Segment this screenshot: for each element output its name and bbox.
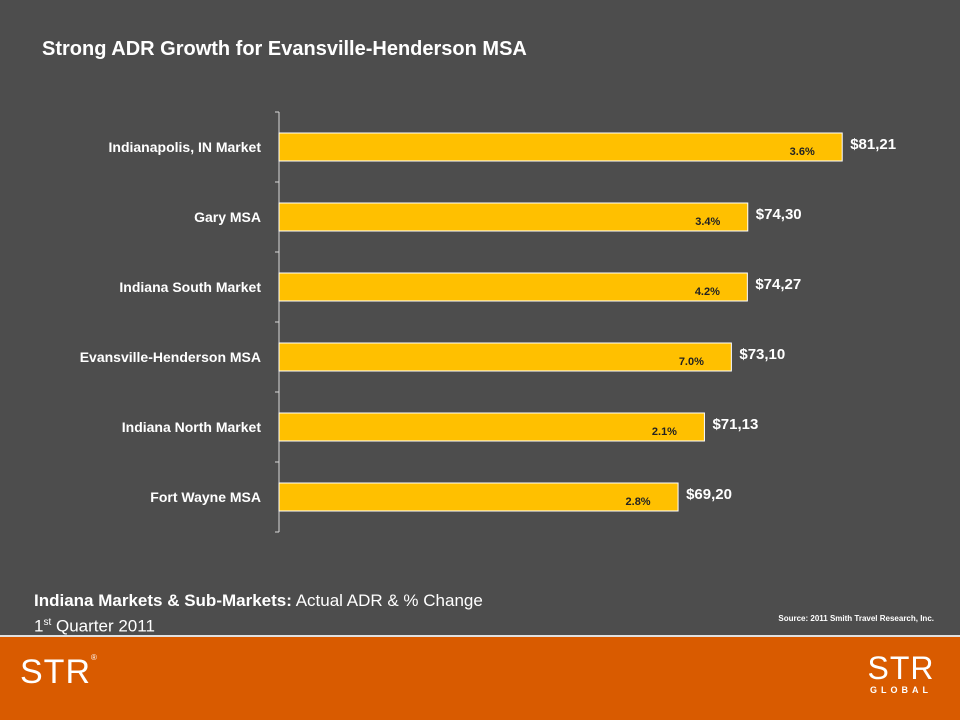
pct-change-label: 3.6% <box>790 146 815 158</box>
subtitle-quarter-num: 1 <box>34 616 44 636</box>
pct-change-label: 2.8% <box>626 496 651 508</box>
subtitle-bold: Indiana Markets & Sub-Markets: <box>34 591 292 610</box>
subtitle-quarter-rest: Quarter 2011 <box>55 616 155 636</box>
str-logo-mark: ® <box>91 653 98 662</box>
pct-change-label: 3.4% <box>695 216 720 228</box>
bar <box>278 342 732 372</box>
bar <box>278 412 705 442</box>
str-logo-text: STR <box>20 653 91 691</box>
pct-change-label: 2.1% <box>652 426 677 438</box>
pct-change-label: 7.0% <box>679 356 704 368</box>
footer-bar: STR® STR GLOBAL <box>0 637 960 720</box>
bar-chart: Indianapolis, IN Market 3.6% $81,21 Gary MS… <box>80 111 896 533</box>
category-label: Gary MSA <box>194 209 261 225</box>
category-label: Evansville-Henderson MSA <box>80 349 261 365</box>
category-label: Indianapolis, IN Market <box>109 139 262 155</box>
str-global-logo: STR GLOBAL <box>866 651 936 695</box>
bar <box>278 132 843 162</box>
value-label: $74,27 <box>755 276 801 293</box>
pct-change-label: 4.2% <box>695 286 720 298</box>
category-label: Fort Wayne MSA <box>150 489 261 505</box>
str-global-logo-top: STR <box>867 650 935 686</box>
value-label: $71,13 <box>712 416 758 433</box>
value-label: $73,10 <box>739 346 785 363</box>
subtitle-quarter-sup: st <box>43 617 52 628</box>
bar <box>278 202 749 232</box>
bar <box>278 272 748 302</box>
str-global-logo-bottom: GLOBAL <box>870 685 932 695</box>
category-label: Indiana South Market <box>119 279 261 295</box>
str-logo: STR® <box>20 653 98 692</box>
footer-divider <box>0 635 960 637</box>
chart-subtitle: Indiana Markets & Sub-Markets: Actual AD… <box>34 590 483 638</box>
chart-title: Strong ADR Growth for Evansville-Henders… <box>42 38 527 60</box>
value-label: $69,20 <box>686 486 732 503</box>
value-label: $81,21 <box>850 136 896 153</box>
source-note: Source: 2011 Smith Travel Research, Inc. <box>778 614 934 623</box>
subtitle-normal: Actual ADR & % Change <box>295 591 483 610</box>
bar <box>278 482 679 512</box>
value-label: $74,30 <box>756 206 802 223</box>
category-label: Indiana North Market <box>122 419 262 435</box>
